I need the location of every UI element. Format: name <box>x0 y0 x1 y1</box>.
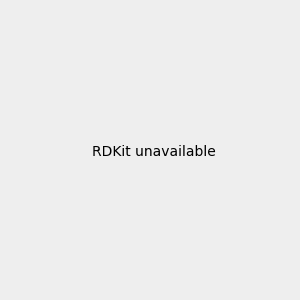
Text: RDKit unavailable: RDKit unavailable <box>92 145 216 158</box>
